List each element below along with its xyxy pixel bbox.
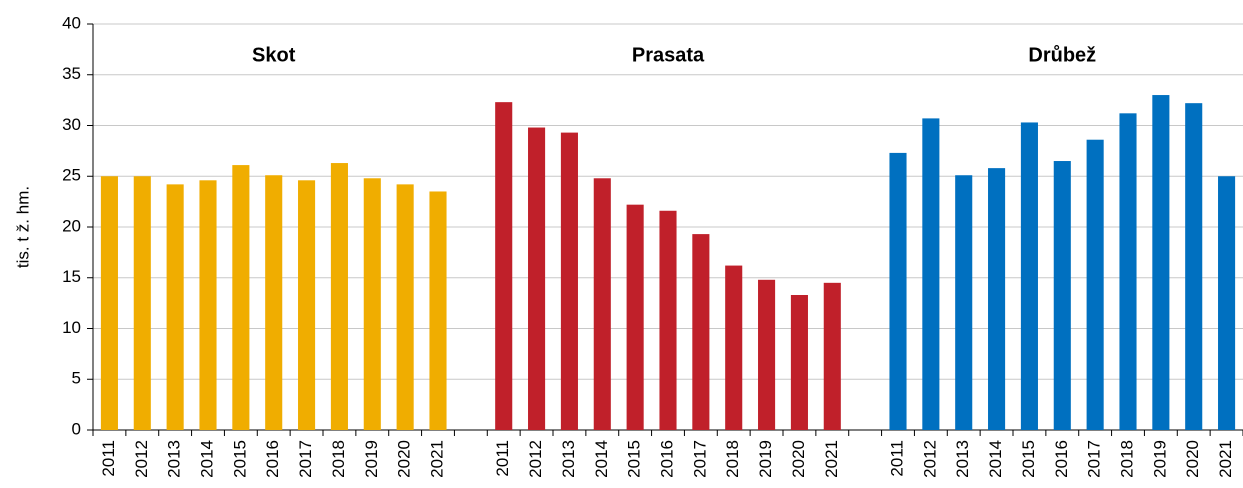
bar bbox=[1185, 103, 1203, 431]
x-tick-label: 2018 bbox=[1117, 440, 1136, 478]
x-tick-label: 2015 bbox=[230, 440, 249, 478]
bar bbox=[396, 184, 414, 430]
x-tick-label: 2017 bbox=[1085, 440, 1104, 478]
bar bbox=[495, 102, 513, 430]
x-tick-label: 2011 bbox=[493, 440, 512, 477]
bar bbox=[133, 176, 151, 430]
bar bbox=[1218, 176, 1236, 430]
bar bbox=[1053, 161, 1071, 430]
x-tick-label: 2017 bbox=[296, 440, 315, 478]
bar bbox=[363, 178, 381, 430]
bar bbox=[429, 191, 447, 430]
bar bbox=[593, 178, 611, 430]
bar bbox=[199, 180, 217, 430]
y-tick-label: 15 bbox=[62, 267, 81, 286]
x-tick-label: 2014 bbox=[592, 440, 611, 478]
y-tick-label: 20 bbox=[62, 216, 81, 235]
bar bbox=[1119, 113, 1137, 430]
bar bbox=[1020, 122, 1038, 430]
group-label: Prasata bbox=[632, 44, 705, 66]
group-label: Skot bbox=[252, 44, 296, 66]
x-tick-label: 2014 bbox=[197, 440, 216, 478]
x-tick-label: 2012 bbox=[920, 440, 939, 478]
x-tick-label: 2018 bbox=[329, 440, 348, 478]
bar bbox=[166, 184, 184, 430]
y-tick-label: 25 bbox=[62, 166, 81, 185]
group-label: Drůbež bbox=[1028, 44, 1096, 66]
x-tick-label: 2012 bbox=[526, 440, 545, 478]
bar bbox=[790, 295, 808, 430]
x-tick-label: 2012 bbox=[132, 440, 151, 478]
x-tick-label: 2019 bbox=[756, 440, 775, 478]
y-tick-label: 40 bbox=[62, 13, 81, 32]
bar bbox=[725, 265, 743, 430]
x-tick-label: 2011 bbox=[887, 440, 906, 477]
bar bbox=[560, 132, 578, 431]
x-tick-label: 2011 bbox=[99, 440, 118, 477]
bar bbox=[626, 204, 644, 430]
y-tick-label: 5 bbox=[72, 369, 81, 388]
y-tick-label: 35 bbox=[62, 64, 81, 83]
x-tick-label: 2013 bbox=[165, 440, 184, 478]
y-axis-label: tis. t ž. hm. bbox=[13, 186, 32, 268]
bar bbox=[758, 279, 776, 430]
x-tick-label: 2015 bbox=[1019, 440, 1038, 478]
bar bbox=[1086, 139, 1104, 430]
bar bbox=[692, 234, 710, 430]
x-tick-label: 2017 bbox=[690, 440, 709, 478]
bar bbox=[330, 163, 348, 430]
x-tick-label: 2019 bbox=[1150, 440, 1169, 478]
x-tick-label: 2013 bbox=[953, 440, 972, 478]
bar bbox=[265, 175, 283, 430]
bar bbox=[823, 282, 841, 430]
x-tick-label: 2016 bbox=[263, 440, 282, 478]
x-tick-label: 2021 bbox=[427, 440, 446, 478]
bar bbox=[1152, 95, 1170, 431]
bar bbox=[100, 176, 118, 430]
y-tick-label: 30 bbox=[62, 115, 81, 134]
x-tick-label: 2020 bbox=[395, 440, 414, 478]
x-tick-label: 2015 bbox=[625, 440, 644, 478]
x-tick-label: 2013 bbox=[559, 440, 578, 478]
bar bbox=[955, 175, 973, 430]
bar bbox=[232, 165, 250, 430]
x-tick-label: 2018 bbox=[723, 440, 742, 478]
bar bbox=[659, 210, 677, 430]
bar bbox=[889, 152, 907, 430]
bar bbox=[922, 118, 940, 431]
x-tick-label: 2014 bbox=[986, 440, 1005, 478]
y-tick-label: 10 bbox=[62, 318, 81, 337]
x-tick-label: 2021 bbox=[822, 440, 841, 478]
bar bbox=[298, 180, 316, 430]
x-tick-label: 2019 bbox=[362, 440, 381, 478]
x-tick-label: 2016 bbox=[1052, 440, 1071, 478]
y-tick-label: 0 bbox=[72, 419, 81, 438]
bar bbox=[528, 127, 546, 430]
x-tick-label: 2020 bbox=[789, 440, 808, 478]
x-tick-label: 2021 bbox=[1216, 440, 1235, 478]
x-tick-label: 2016 bbox=[657, 440, 676, 478]
x-tick-label: 2020 bbox=[1183, 440, 1202, 478]
bar bbox=[988, 168, 1006, 430]
